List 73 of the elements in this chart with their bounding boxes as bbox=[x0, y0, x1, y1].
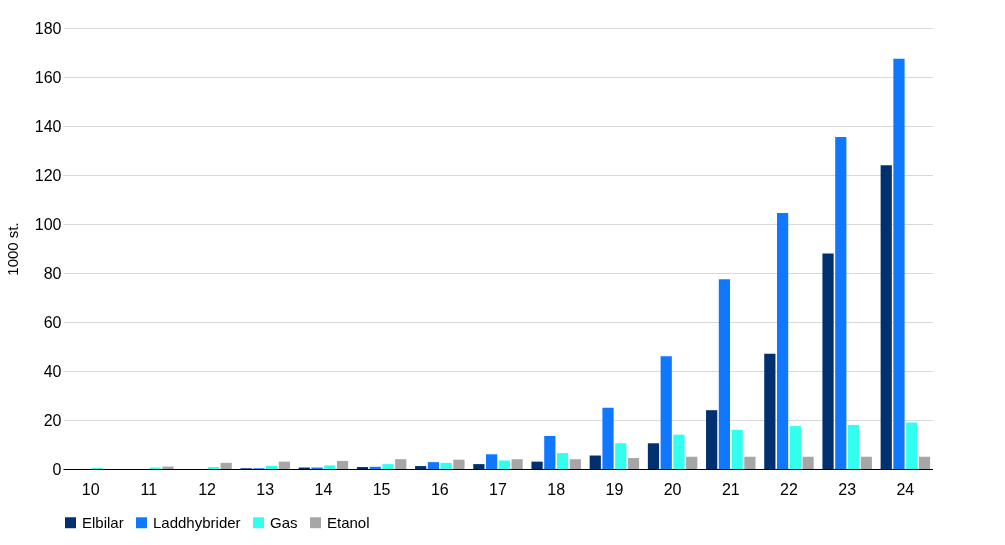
bar bbox=[706, 410, 718, 469]
bar bbox=[427, 462, 440, 469]
bar bbox=[336, 460, 349, 469]
bar bbox=[453, 459, 465, 469]
bar bbox=[395, 459, 407, 469]
bar bbox=[660, 356, 672, 469]
bar bbox=[602, 407, 614, 469]
bar bbox=[486, 454, 498, 469]
x-tick-label: 22 bbox=[780, 480, 798, 498]
bar bbox=[776, 212, 789, 469]
bar bbox=[860, 456, 872, 469]
x-tick-label: 14 bbox=[314, 480, 333, 498]
y-tick-label: 120 bbox=[34, 166, 62, 184]
bar bbox=[880, 165, 892, 469]
x-tick-label: 23 bbox=[838, 480, 857, 498]
x-tick-label: 15 bbox=[372, 480, 391, 498]
bar bbox=[544, 435, 556, 469]
y-tick-label: 0 bbox=[52, 460, 62, 478]
bar bbox=[835, 137, 847, 469]
legend-label: Laddhybrider bbox=[153, 513, 241, 531]
bar bbox=[718, 279, 731, 469]
y-tick-label: 100 bbox=[34, 215, 62, 233]
bar bbox=[673, 434, 685, 469]
x-tick-label: 10 bbox=[81, 480, 100, 498]
bar bbox=[906, 422, 918, 469]
bar bbox=[415, 466, 427, 469]
x-tick-label: 18 bbox=[547, 480, 566, 498]
bar bbox=[802, 456, 814, 469]
bar bbox=[731, 429, 743, 469]
bar bbox=[615, 443, 627, 469]
x-tick-label: 24 bbox=[896, 480, 915, 498]
legend-label: Gas bbox=[270, 513, 298, 531]
bar bbox=[569, 459, 581, 469]
bar bbox=[556, 453, 569, 469]
x-tick-label: 17 bbox=[489, 480, 507, 498]
bar bbox=[440, 462, 452, 469]
bar bbox=[278, 461, 290, 469]
bar bbox=[847, 424, 860, 469]
x-tick-label: 12 bbox=[198, 480, 217, 498]
bar bbox=[473, 464, 485, 469]
y-tick-label: 80 bbox=[43, 264, 62, 282]
bar bbox=[893, 58, 905, 469]
y-tick-label: 140 bbox=[34, 117, 62, 135]
x-tick-label: 13 bbox=[256, 480, 275, 498]
bar bbox=[531, 461, 543, 469]
bar bbox=[511, 459, 523, 469]
bar bbox=[382, 464, 394, 469]
y-tick-label: 160 bbox=[34, 68, 62, 86]
y-tick-label: 60 bbox=[43, 313, 62, 331]
bar bbox=[220, 462, 232, 469]
x-tick-label: 21 bbox=[721, 480, 740, 498]
bar bbox=[822, 253, 834, 469]
y-tick-label: 180 bbox=[34, 19, 62, 37]
x-tick-label: 19 bbox=[605, 480, 624, 498]
x-tick-label: 20 bbox=[663, 480, 682, 498]
x-tick-label: 11 bbox=[140, 480, 158, 498]
bar bbox=[789, 426, 801, 469]
bar bbox=[324, 465, 336, 469]
y-axis-title: 1000 st. bbox=[3, 222, 21, 276]
y-tick-label: 20 bbox=[43, 411, 62, 429]
bar bbox=[744, 456, 756, 469]
bar bbox=[498, 460, 510, 469]
x-tick-label: 16 bbox=[430, 480, 449, 498]
bar bbox=[265, 465, 278, 469]
legend-label: Elbilar bbox=[82, 513, 124, 531]
bar bbox=[627, 457, 640, 469]
bar bbox=[764, 353, 776, 469]
bar bbox=[918, 456, 931, 469]
y-tick-label: 40 bbox=[43, 362, 62, 380]
legend-label: Etanol bbox=[327, 513, 370, 531]
bar bbox=[589, 455, 601, 469]
bar bbox=[686, 456, 698, 469]
bar bbox=[647, 443, 660, 469]
